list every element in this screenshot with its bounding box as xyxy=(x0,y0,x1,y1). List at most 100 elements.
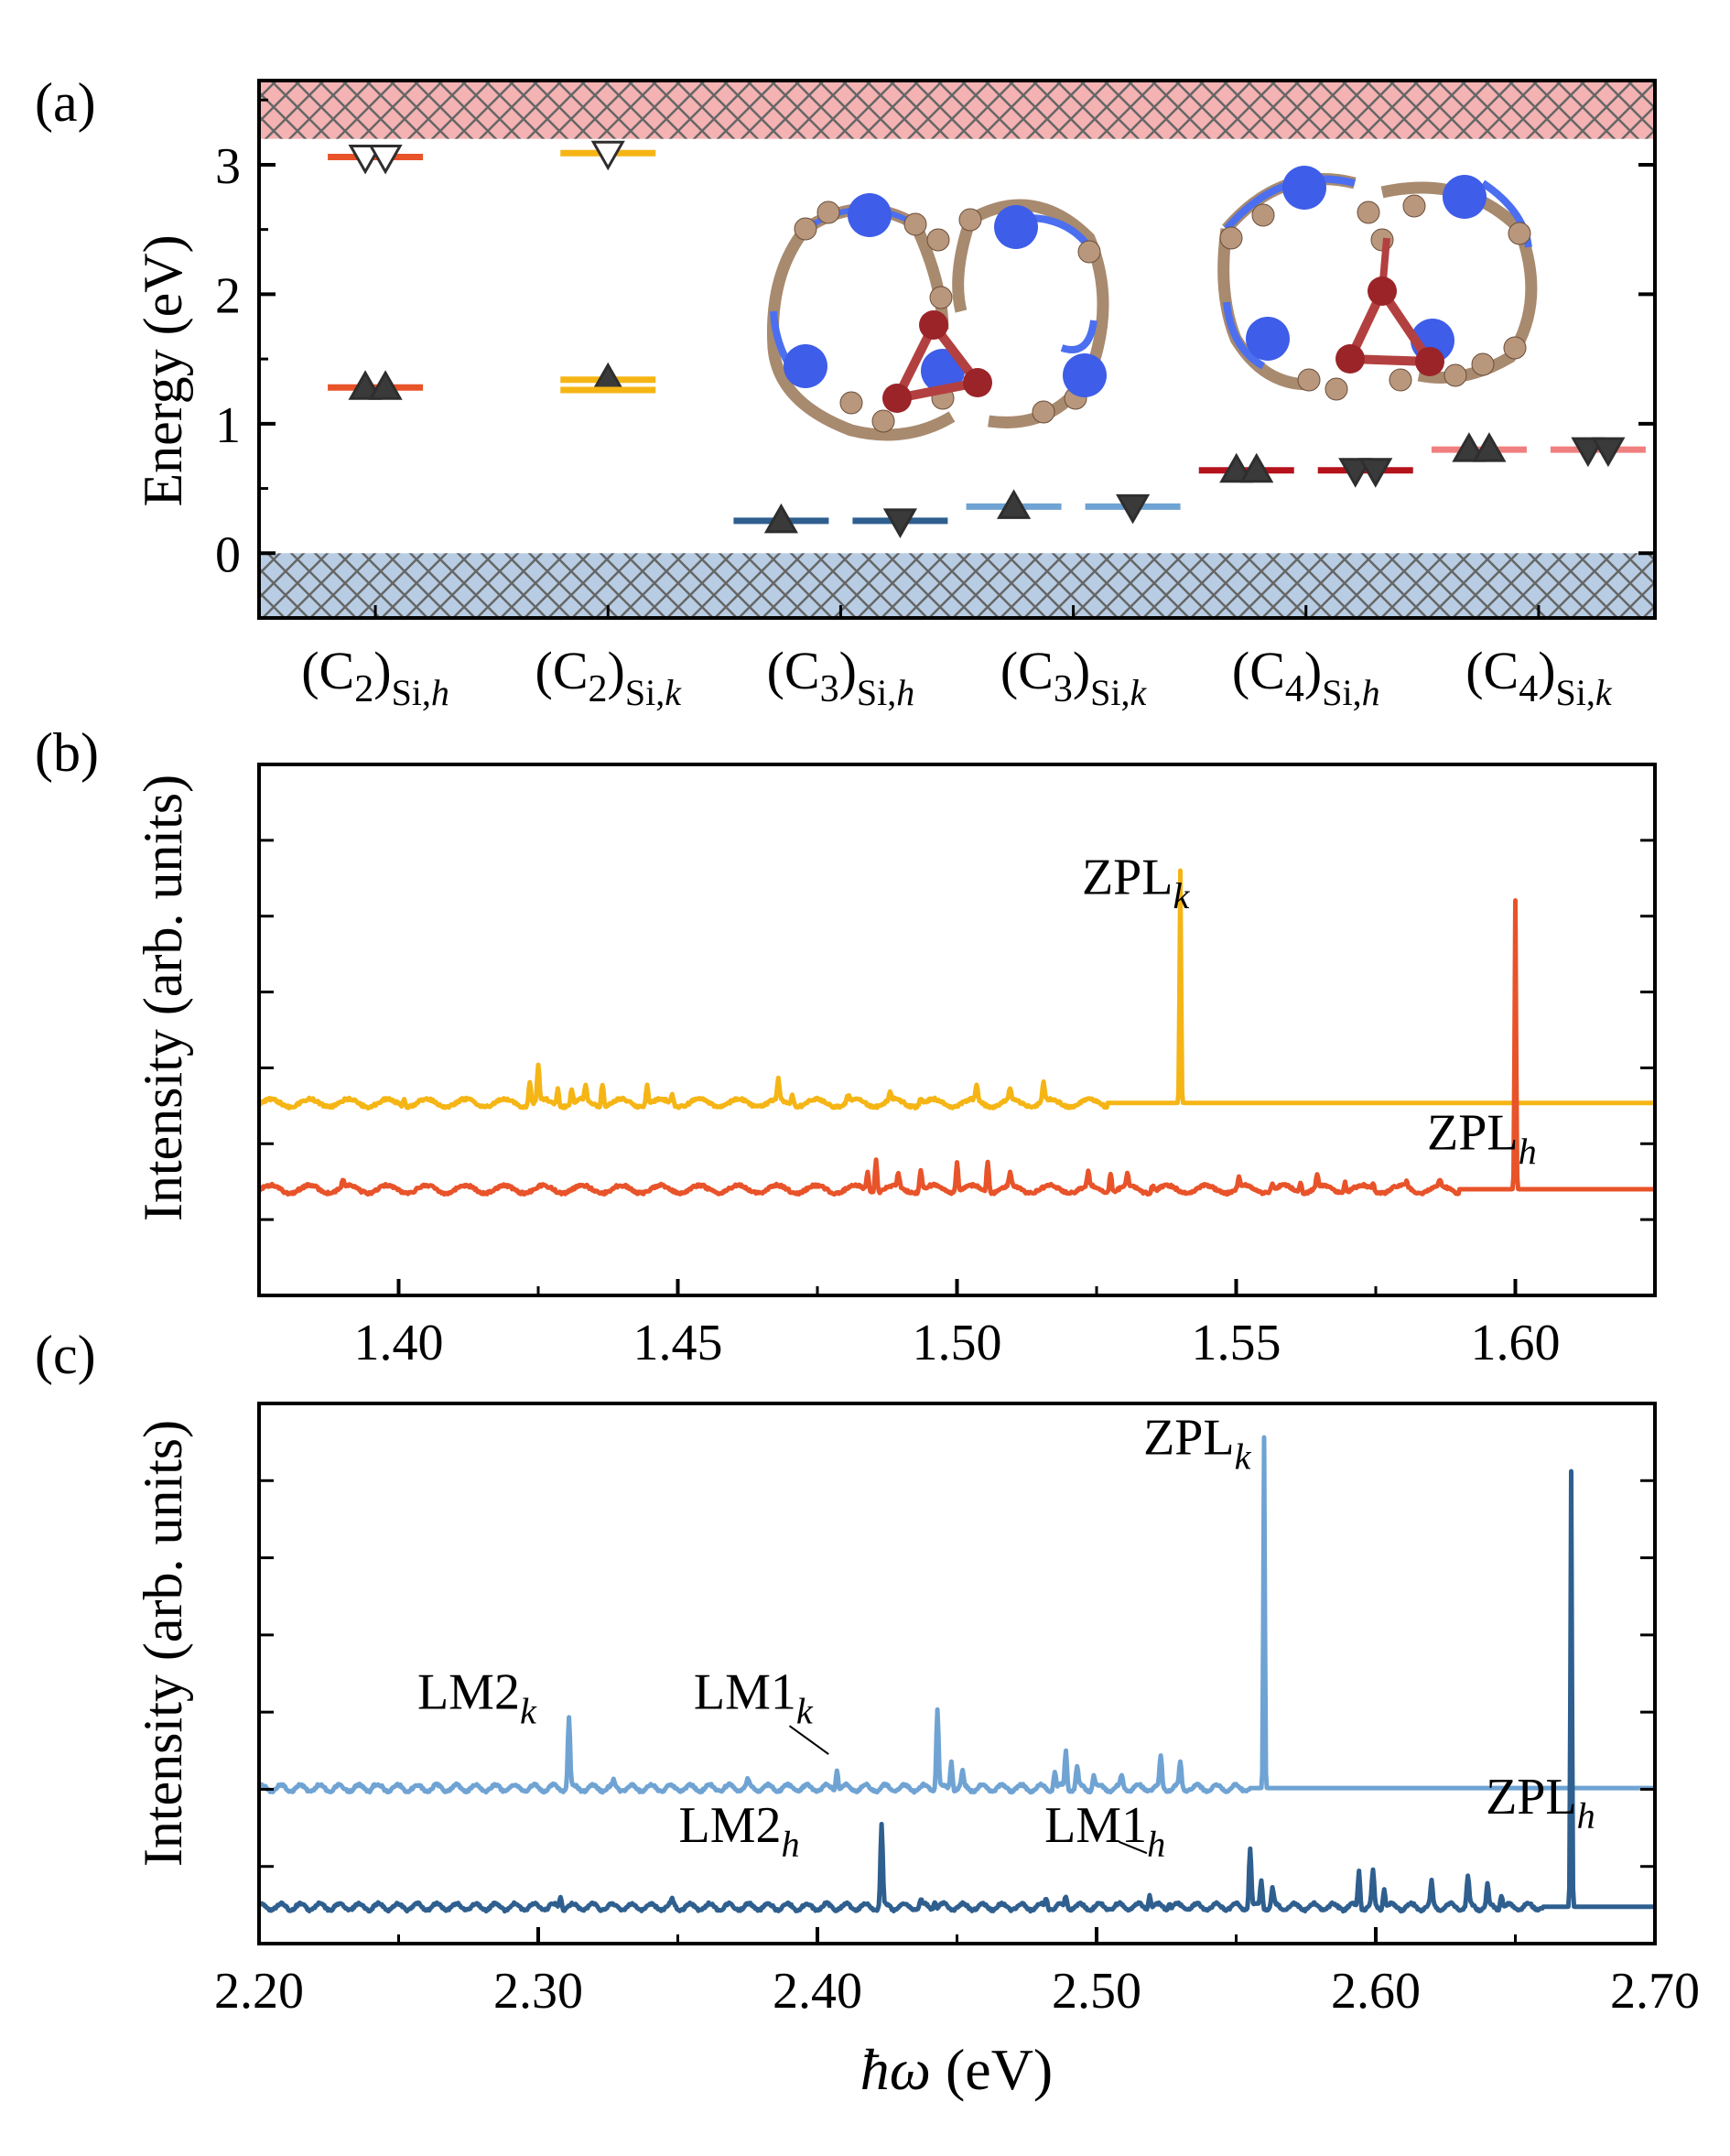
axes-ticks-c: 2.20 2.30 2.40 2.50 2.60 2.70 xyxy=(214,1479,1700,2020)
category-num: 4 xyxy=(1519,668,1538,710)
panel-label-b: (b) xyxy=(35,722,99,783)
annotation-LM1k-sub: k xyxy=(796,1690,814,1731)
electron-marker-down-open xyxy=(368,144,403,175)
x-tick-label: 2.30 xyxy=(493,1963,583,2020)
ylabel-c: Intensity (arb. units) xyxy=(133,1420,193,1867)
x-tick-label: 2.60 xyxy=(1331,1963,1421,2020)
annotation-ZPLk-base: ZPL xyxy=(1143,1410,1235,1467)
electron-marker-down xyxy=(1358,458,1393,488)
category-num: 3 xyxy=(1054,668,1073,710)
category-num: 2 xyxy=(589,668,608,710)
annotation-LM1k: LM1k xyxy=(694,1664,814,1732)
category-paren: ) xyxy=(1304,641,1322,700)
category-labels: (C2)Si,h (C2)Si,k (C3)Si,h (C3)Si,k (C4)Si,h… xyxy=(301,641,1613,713)
annotation-ZPLh-sub: h xyxy=(1577,1795,1595,1836)
annotation-LM2k: LM2k xyxy=(417,1664,537,1732)
category-site: h xyxy=(1362,672,1380,713)
annotation-ZPLh-base: ZPL xyxy=(1486,1769,1577,1826)
category-site: k xyxy=(1595,672,1613,713)
electron-marker-up xyxy=(1452,432,1487,462)
annotation-ZPLk-sub: k xyxy=(1235,1436,1252,1477)
category-label: (C4)Si,h xyxy=(1232,641,1380,713)
electron-marker-up xyxy=(368,370,403,400)
electron-marker-up xyxy=(1219,452,1254,483)
annotation-LM2h: LM2h xyxy=(679,1797,800,1865)
category-sub: Si, xyxy=(1556,672,1595,713)
category-site: k xyxy=(1130,672,1148,713)
category-sub: Si, xyxy=(1090,672,1130,713)
y-tick-label-a: 1 xyxy=(215,397,241,454)
panel-c: (c) Intensity (arb. units) 2.20 2.30 2.40 2… xyxy=(35,1325,1700,2102)
electron-marker-up xyxy=(1239,452,1274,483)
annotation-leader xyxy=(788,1725,829,1755)
category-sub: Si, xyxy=(392,672,431,713)
category-base: (C xyxy=(535,641,589,700)
annotation-LM1h: LM1h xyxy=(1044,1797,1165,1865)
energy-bands xyxy=(259,81,1655,618)
electron-marker-down xyxy=(1571,437,1606,468)
annotation-ZPLh-base: ZPL xyxy=(1427,1105,1519,1162)
electron-marker-up xyxy=(996,489,1032,519)
category-paren: ) xyxy=(1073,641,1090,700)
annotation-ZPLh: ZPLh xyxy=(1427,1105,1537,1173)
category-paren: ) xyxy=(1538,641,1555,700)
category-base: (C xyxy=(767,641,820,700)
category-site: h xyxy=(896,672,914,713)
plot-frame-c xyxy=(257,1402,1657,1945)
electron-marker-up xyxy=(763,503,799,534)
band-hatch-conduction xyxy=(259,81,1655,139)
category-label: (C4)Si,k xyxy=(1465,641,1613,713)
panel-label-a: (a) xyxy=(35,72,96,133)
annotation-LM1k-base: LM1 xyxy=(694,1664,796,1721)
xlabel-c: ħω (eV) xyxy=(860,2037,1053,2102)
annotation-LM1h-sub: h xyxy=(1147,1823,1165,1864)
annotation-leader xyxy=(1119,1840,1148,1855)
electron-marker-down xyxy=(1115,493,1151,525)
category-base: (C xyxy=(1465,641,1519,700)
y-ticks-a: 0 1 2 3 xyxy=(215,98,1655,618)
electron-marker-up xyxy=(348,370,383,400)
annotation-ZPLk-base: ZPL xyxy=(1082,849,1173,905)
xlabel-symbol: ħω xyxy=(860,2037,931,2102)
annotation-ZPLk: ZPLk xyxy=(1082,849,1191,916)
ylabel-a: Energy (eV) xyxy=(133,234,193,506)
axes-ticks-b: 1.40 1.45 1.50 1.55 1.60 xyxy=(259,839,1657,1371)
category-num: 2 xyxy=(354,668,373,710)
category-sub: Si, xyxy=(625,672,665,713)
category-sub: Si, xyxy=(1322,672,1361,713)
electron-marker-down xyxy=(1591,437,1626,468)
spectra-b xyxy=(257,868,1657,1197)
y-tick-label-a: 2 xyxy=(215,267,241,324)
category-sub: Si, xyxy=(857,672,896,713)
category-num: 3 xyxy=(820,668,839,710)
annotation-LM2h-sub: h xyxy=(782,1823,800,1864)
x-tick-label: 1.40 xyxy=(354,1315,444,1371)
category-site: k xyxy=(665,672,682,713)
annotation-ZPLh: ZPLh xyxy=(1486,1769,1595,1836)
x-tick-label: 2.20 xyxy=(214,1963,304,2020)
annotation-ZPLk: ZPLk xyxy=(1143,1410,1252,1478)
x-tick-label: 2.50 xyxy=(1052,1963,1141,2020)
annotation-LM2h-base: LM2 xyxy=(679,1797,782,1854)
x-tick-label: 1.45 xyxy=(633,1315,723,1371)
electron-marker-up xyxy=(1472,432,1507,462)
spectrum-h xyxy=(257,898,1657,1197)
plot-frame-a xyxy=(257,79,1657,620)
spectrum-h xyxy=(257,1468,1657,1914)
band-hatch-valence xyxy=(259,553,1655,618)
electron-marker-down-open xyxy=(348,144,383,175)
category-paren: ) xyxy=(373,641,391,700)
category-base: (C xyxy=(1232,641,1285,700)
electron-marker-down xyxy=(1338,458,1373,488)
structure-inset-left xyxy=(766,193,1109,441)
annotation-LM2k-sub: k xyxy=(520,1690,537,1731)
annotation-ZPLh-sub: h xyxy=(1519,1131,1537,1172)
category-label: (C2)Si,h xyxy=(301,641,449,713)
x-tick-label: 1.55 xyxy=(1192,1315,1281,1371)
spectra-c xyxy=(257,1435,1657,1914)
electron-marker-down xyxy=(882,508,918,538)
annotation-LM2k-base: LM2 xyxy=(417,1664,520,1721)
